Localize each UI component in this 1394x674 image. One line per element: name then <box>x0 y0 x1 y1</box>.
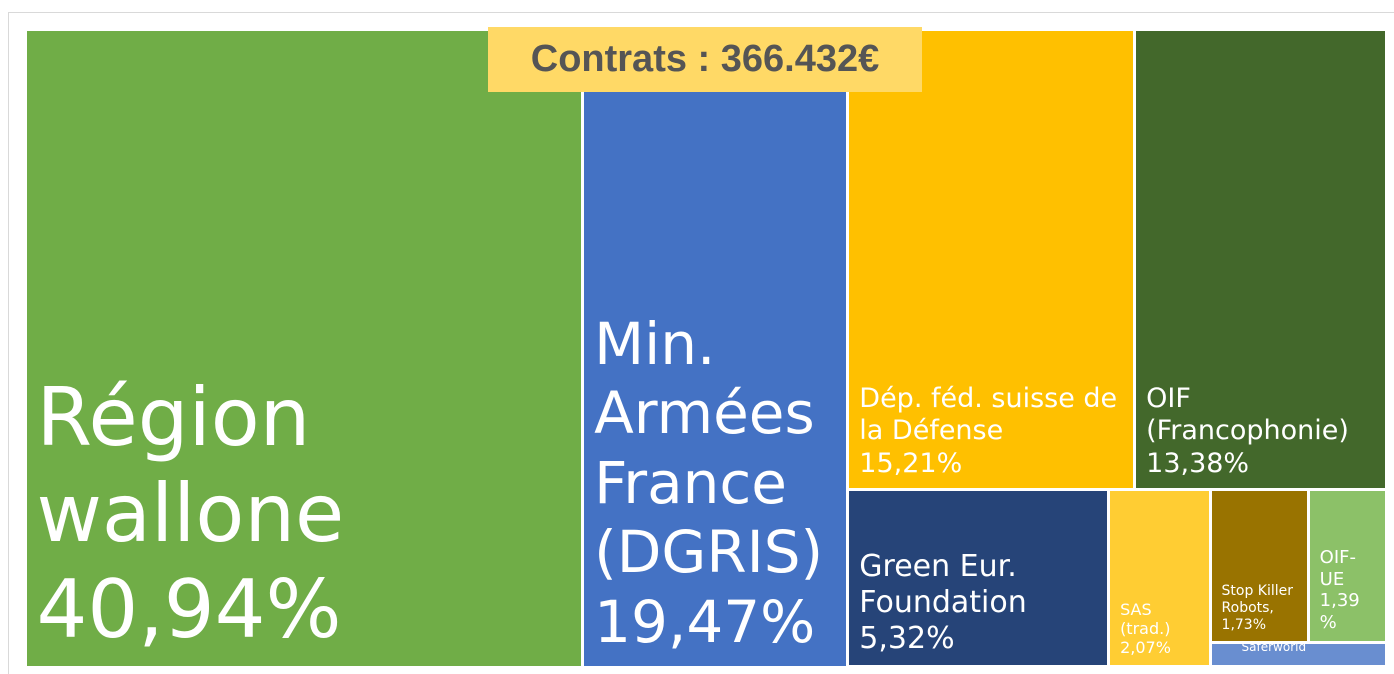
chart-title: Contrats : 366.432€ <box>488 27 922 92</box>
treemap-cell: OIF-UE 1,39 % <box>1309 491 1386 642</box>
frame <box>8 12 1394 674</box>
cell-label: OIF-UE <box>1319 547 1356 590</box>
cell-value: 2,07% <box>1120 638 1171 658</box>
cell-label: Green Eur. Foundation <box>859 549 1027 621</box>
cell-label: SAS (trad.) <box>1120 599 1171 639</box>
treemap-cell: Saferworld <box>1211 644 1386 666</box>
treemap-cell: Green Eur. Foundation 5,32% <box>849 491 1108 666</box>
treemap-cell: OIF (Francophonie) 13,38% <box>1136 30 1386 489</box>
treemap-cell: Région wallone 40,94% <box>26 30 582 666</box>
cell-value: 5,32% <box>859 621 955 657</box>
cell-label: Stop Killer Robots, <box>1221 583 1294 616</box>
cell-value: 1,73% <box>1221 616 1267 633</box>
cell-label: Région wallone <box>36 370 345 560</box>
treemap-cell: SAS (trad.) 2,07% <box>1110 491 1209 666</box>
cell-label: Min. Armées France (DGRIS) <box>594 309 824 587</box>
cell-label: OIF (Francophonie) <box>1146 383 1349 447</box>
treemap-cell: Dép. féd. suisse de la Défense 15,21% <box>849 30 1134 489</box>
cell-value: 15,21% <box>859 447 963 479</box>
cell-value: 19,47% <box>594 587 816 656</box>
cell-value: 1,39 % <box>1319 590 1360 633</box>
cell-value: 40,94% <box>36 562 342 656</box>
treemap-cell: Stop Killer Robots, 1,73% <box>1211 491 1307 642</box>
cell-value: 13,38% <box>1146 447 1250 479</box>
cell-label: Saferworld <box>1241 644 1307 655</box>
cell-label: Dép. féd. suisse de la Défense <box>859 383 1118 447</box>
treemap-cell: Min. Armées France (DGRIS) 19,47% <box>584 30 847 666</box>
